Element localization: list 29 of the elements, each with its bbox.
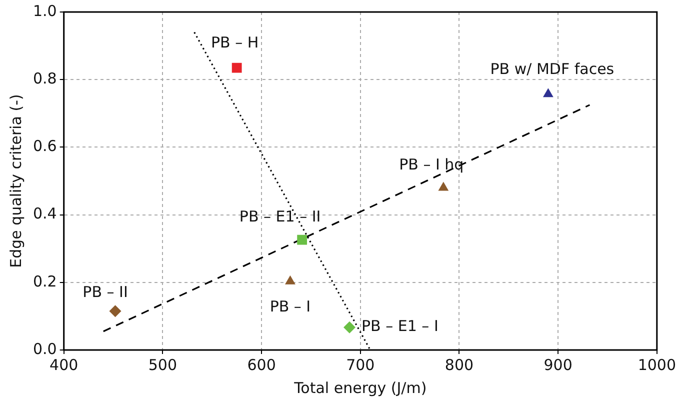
point [109,305,122,318]
point [297,234,308,245]
point [542,88,554,98]
x-tick-label: 800 [444,356,474,374]
y-tick-label: 0.4 [32,204,57,223]
x-tick-label: 500 [148,356,178,374]
point [285,275,296,284]
point [344,321,356,334]
series-label: PB – E1 – I [362,317,438,336]
x-tick-label: 400 [50,356,78,374]
x-tick-label: 700 [346,356,375,374]
series-label: PB – I hq [399,156,464,174]
x-axis-title: Total energy (J/m) [293,378,427,397]
y-tick-label: 0.8 [32,69,57,88]
series-label: PB – II [82,283,128,302]
series-label: PB – I [270,297,311,316]
x-tick-label: 1000 [638,356,676,374]
point [438,182,449,191]
series-label: PB w/ MDF faces [490,60,614,78]
y-tick-label: 0.2 [32,272,57,290]
y-tick-label: 1.0 [32,2,57,20]
point [232,62,242,73]
y-axis-title: Edge quality criteria (-) [6,94,25,268]
y-tick-label: 0.0 [32,340,57,358]
series-label: PB – H [211,34,259,52]
series-label: PB – E1 – II [239,208,321,226]
y-tick-label: 0.6 [32,137,57,156]
x-tick-label: 900 [544,356,572,374]
x-tick-label: 600 [247,356,276,374]
